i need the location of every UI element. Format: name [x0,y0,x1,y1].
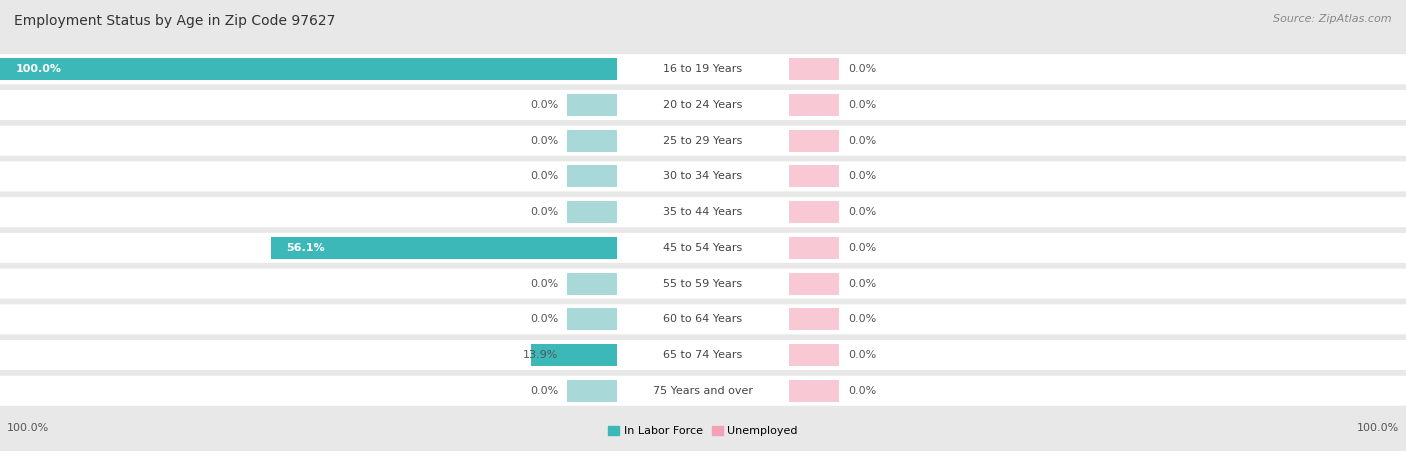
Text: 0.0%: 0.0% [530,314,558,324]
Text: 20 to 24 Years: 20 to 24 Years [664,100,742,110]
Bar [271,237,617,259]
FancyBboxPatch shape [0,233,1406,263]
Text: 25 to 29 Years: 25 to 29 Years [664,136,742,146]
Text: 0.0%: 0.0% [848,386,876,396]
Bar [789,272,838,295]
Text: 75 Years and over: 75 Years and over [652,386,754,396]
Bar [568,272,617,295]
Bar [789,344,838,366]
Bar [531,344,617,366]
Text: 0.0%: 0.0% [848,243,876,253]
Text: Source: ZipAtlas.com: Source: ZipAtlas.com [1274,14,1392,23]
Bar [789,129,838,152]
Text: 0.0%: 0.0% [530,136,558,146]
Text: 0.0%: 0.0% [848,64,876,74]
Text: 65 to 74 Years: 65 to 74 Years [664,350,742,360]
Bar [789,308,838,331]
Text: 0.0%: 0.0% [848,100,876,110]
Text: 30 to 34 Years: 30 to 34 Years [664,171,742,181]
Text: 16 to 19 Years: 16 to 19 Years [664,64,742,74]
Text: 0.0%: 0.0% [848,350,876,360]
Bar [568,129,617,152]
Text: 0.0%: 0.0% [848,279,876,289]
Text: 100.0%: 100.0% [7,423,49,433]
Text: 0.0%: 0.0% [530,386,558,396]
FancyBboxPatch shape [0,340,1406,370]
Bar [568,201,617,223]
FancyBboxPatch shape [0,54,1406,84]
FancyBboxPatch shape [0,161,1406,191]
Bar [568,94,617,116]
Text: 100.0%: 100.0% [15,64,62,74]
Bar [568,308,617,331]
Text: 0.0%: 0.0% [530,279,558,289]
Text: 100.0%: 100.0% [1357,423,1399,433]
FancyBboxPatch shape [0,90,1406,120]
Text: 55 to 59 Years: 55 to 59 Years [664,279,742,289]
Text: 56.1%: 56.1% [287,243,325,253]
Text: 13.9%: 13.9% [523,350,558,360]
Text: Employment Status by Age in Zip Code 97627: Employment Status by Age in Zip Code 976… [14,14,336,28]
Text: 0.0%: 0.0% [848,207,876,217]
FancyBboxPatch shape [0,269,1406,299]
Bar [789,94,838,116]
FancyBboxPatch shape [0,376,1406,406]
Bar [568,166,617,188]
Bar [568,380,617,402]
Text: 35 to 44 Years: 35 to 44 Years [664,207,742,217]
Text: 60 to 64 Years: 60 to 64 Years [664,314,742,324]
Text: 0.0%: 0.0% [848,314,876,324]
Text: 45 to 54 Years: 45 to 54 Years [664,243,742,253]
Bar [0,58,617,80]
Text: 0.0%: 0.0% [530,171,558,181]
Bar [789,58,838,80]
Bar [789,380,838,402]
Text: 0.0%: 0.0% [530,207,558,217]
FancyBboxPatch shape [0,304,1406,334]
Bar [789,237,838,259]
Legend: In Labor Force, Unemployed: In Labor Force, Unemployed [603,422,803,441]
Text: 0.0%: 0.0% [848,171,876,181]
FancyBboxPatch shape [0,197,1406,227]
Bar [789,201,838,223]
Text: 0.0%: 0.0% [848,136,876,146]
Text: 0.0%: 0.0% [530,100,558,110]
Bar [789,166,838,188]
FancyBboxPatch shape [0,126,1406,156]
